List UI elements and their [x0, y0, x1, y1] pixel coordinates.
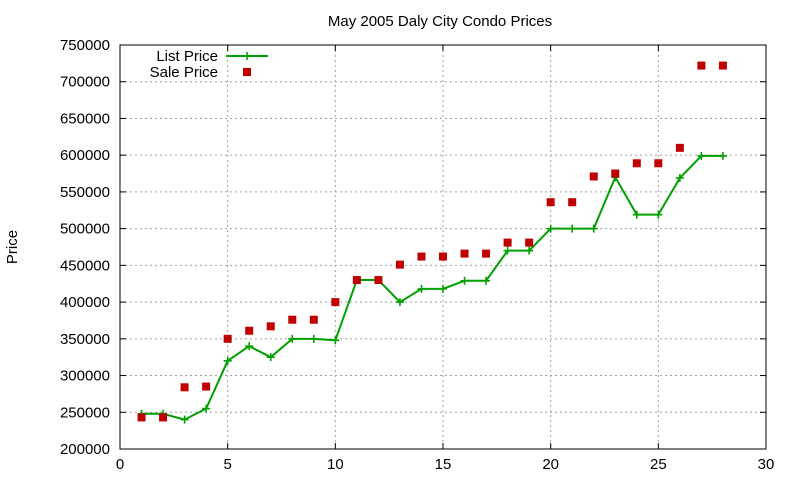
data-point: [137, 413, 146, 422]
y-tick-label: 600000: [60, 147, 110, 164]
data-point: [632, 159, 641, 168]
legend-label: Sale Price: [150, 64, 218, 81]
data-point: [288, 334, 297, 343]
data-point: [159, 413, 168, 422]
x-axis-ticks: 0 5 10 15 20 25 30: [116, 45, 775, 473]
data-point: [546, 224, 555, 233]
data-point: [568, 198, 577, 207]
data-point: [180, 383, 189, 392]
data-point: [632, 210, 641, 219]
data-point: [525, 238, 534, 247]
x-tick-label: 25: [650, 456, 667, 473]
data-point: [395, 298, 404, 307]
plot-frame: [119, 44, 767, 450]
chart-title: May 2005 Daly City Condo Prices: [328, 13, 552, 30]
data-point: [180, 415, 189, 424]
series-line: [141, 154, 723, 421]
data-point: [568, 224, 577, 233]
series-layer: [137, 61, 727, 424]
data-point: [525, 246, 534, 255]
y-tick-label: 500000: [60, 221, 110, 238]
data-point: [331, 298, 340, 307]
data-point: [439, 284, 447, 293]
y-tick-label: 200000: [60, 441, 110, 458]
data-point: [309, 315, 318, 324]
data-point: [288, 315, 297, 324]
data-point: [395, 260, 404, 269]
data-point: [374, 276, 383, 285]
x-tick-label: 0: [116, 456, 124, 473]
data-point: [309, 334, 318, 343]
series-list-price: [137, 151, 727, 424]
data-point: [697, 61, 706, 70]
data-point: [654, 210, 663, 219]
y-tick-label: 650000: [60, 110, 110, 127]
data-point: [202, 382, 211, 391]
data-point: [460, 249, 469, 258]
data-point: [589, 172, 598, 181]
data-point: [266, 353, 275, 362]
data-point: [482, 249, 491, 258]
data-point: [611, 169, 620, 178]
y-tick-label: 750000: [60, 37, 110, 54]
data-point: [460, 276, 469, 285]
series-sale-price: [137, 61, 727, 422]
data-point: [718, 61, 727, 70]
data-point: [675, 143, 684, 152]
grid: [120, 45, 766, 449]
legend-marker: [243, 68, 251, 76]
y-axis-label: Price: [4, 230, 21, 264]
y-tick-label: 250000: [60, 404, 110, 421]
y-tick-label: 700000: [60, 74, 110, 91]
data-point: [697, 151, 706, 160]
x-tick-label: 5: [223, 456, 231, 473]
x-tick-label: 10: [327, 456, 344, 473]
x-tick-label: 15: [435, 456, 452, 473]
y-tick-label: 400000: [60, 294, 110, 311]
data-point: [439, 252, 447, 261]
data-point: [417, 284, 426, 293]
data-point: [503, 246, 512, 255]
y-tick-label: 550000: [60, 184, 110, 201]
data-point: [223, 334, 232, 343]
y-axis-ticks: 200000 250000 300000 350000 400000 450000 5000…: [60, 37, 766, 458]
y-tick-label: 300000: [60, 368, 110, 385]
y-tick-label: 450000: [60, 257, 110, 274]
data-point: [503, 238, 512, 247]
data-point: [223, 356, 232, 365]
y-tick-label: 350000: [60, 331, 110, 348]
data-point: [482, 276, 491, 285]
data-point: [675, 173, 684, 182]
legend-marker: [243, 52, 251, 60]
data-point: [245, 326, 254, 335]
x-tick-label: 20: [542, 456, 559, 473]
data-point: [331, 336, 340, 345]
legend-label: List Price: [156, 48, 218, 65]
data-point: [245, 342, 254, 351]
data-point: [266, 322, 275, 331]
data-point: [546, 198, 555, 207]
data-point: [352, 276, 361, 285]
x-tick-label: 30: [758, 456, 775, 473]
data-point: [202, 404, 211, 413]
data-point: [417, 252, 426, 261]
data-point: [718, 151, 727, 160]
data-point: [589, 224, 598, 233]
data-point: [654, 159, 663, 168]
